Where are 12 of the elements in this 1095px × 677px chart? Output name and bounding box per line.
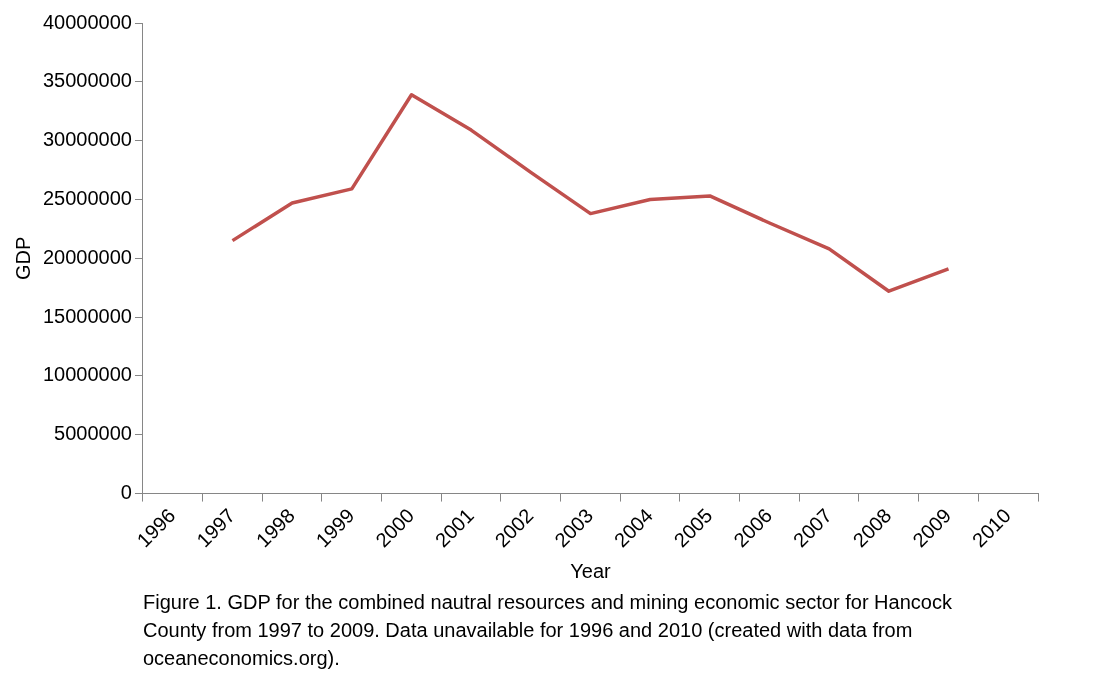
y-tick-label: 10000000 <box>43 363 132 386</box>
y-tick-label: 40000000 <box>43 10 132 33</box>
y-tick-label: 20000000 <box>43 245 132 268</box>
y-tick-label: 5000000 <box>54 422 132 445</box>
y-axis-title: GDP <box>11 236 34 280</box>
x-axis-title: Year <box>570 559 612 582</box>
y-tick-label: 25000000 <box>43 186 132 209</box>
y-tick-label: 0 <box>120 481 132 504</box>
caption: Figure 1. GDP for the combined nautral resources and mining economic sector for Hancock County from 1997 to 2009. Data unavailable for 1996 and 2010 (created with data from oceaneconomics.org). <box>143 590 953 671</box>
y-tick-label: 30000000 <box>43 128 132 151</box>
y-tick-label: 35000000 <box>43 69 132 92</box>
y-tick-label: 15000000 <box>43 304 132 327</box>
